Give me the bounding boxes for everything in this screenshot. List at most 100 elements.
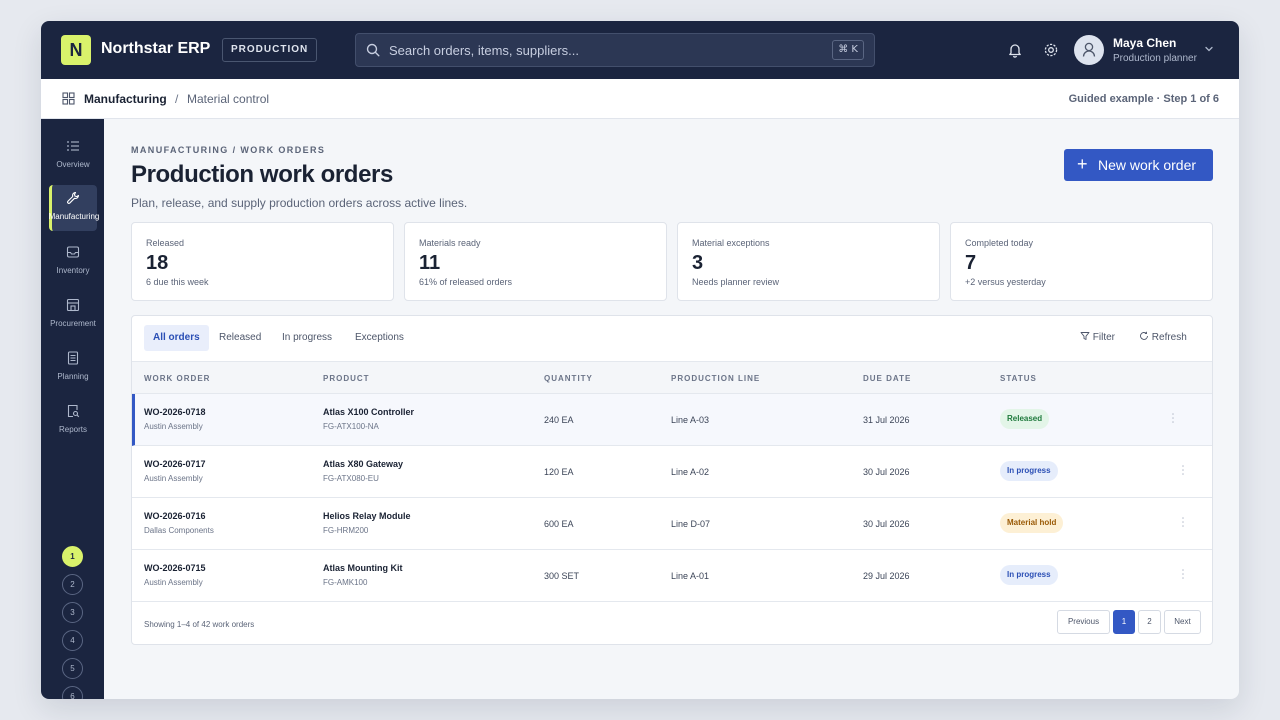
global-search[interactable]: ⌘ K xyxy=(355,33,875,67)
nav-label: Planning xyxy=(57,372,89,381)
nav-item-reports[interactable]: Reports xyxy=(49,398,97,444)
filter-label: Filter xyxy=(1092,332,1116,343)
quantity: 120 EA xyxy=(544,467,574,477)
work-orders-panel: All orders Released In progress Exceptio… xyxy=(131,315,1213,645)
breadcrumb-manufacturing[interactable]: Manufacturing xyxy=(84,92,167,106)
product-name: Helios Relay Module xyxy=(323,511,411,521)
filter-button[interactable]: Filter xyxy=(1080,331,1115,343)
quantity: 600 EA xyxy=(544,519,574,529)
nav-item-overview[interactable]: Overview xyxy=(49,133,97,179)
stat-value: 18 xyxy=(146,252,169,274)
app-title: Northstar ERP xyxy=(101,40,211,57)
guide-step-3[interactable]: 3 xyxy=(62,602,83,623)
search-icon xyxy=(366,43,380,57)
column-header-quantity[interactable]: QUANTITY xyxy=(544,374,593,383)
table-row[interactable]: WO-2026-0715 Austin Assembly Atlas Mount… xyxy=(132,550,1212,602)
table-row[interactable]: WO-2026-0717 Austin Assembly Atlas X80 G… xyxy=(132,446,1212,498)
status-badge: Material hold xyxy=(1000,513,1064,533)
production-line: Line A-02 xyxy=(671,467,710,477)
document-icon xyxy=(67,351,79,365)
stat-note: Needs planner review xyxy=(692,277,780,287)
guide-step-2[interactable]: 2 xyxy=(62,574,83,595)
gear-icon[interactable] xyxy=(1043,42,1059,58)
stat-label: Completed today xyxy=(965,238,1034,248)
column-header-work-order[interactable]: WORK ORDER xyxy=(144,374,211,383)
product-name: Atlas X80 Gateway xyxy=(323,459,404,469)
app-logo[interactable]: N xyxy=(61,35,91,65)
product-sku: FG-AMK100 xyxy=(323,578,368,587)
nav-item-manufacturing[interactable]: Manufacturing xyxy=(49,185,99,231)
product-name: Atlas Mounting Kit xyxy=(323,563,403,573)
status-badge: In progress xyxy=(1000,461,1058,481)
column-header-product[interactable]: PRODUCT xyxy=(323,374,370,383)
product-name: Atlas X100 Controller xyxy=(323,407,415,417)
filter-icon xyxy=(1080,332,1090,340)
list-icon xyxy=(67,141,79,151)
guide-step-4[interactable]: 4 xyxy=(62,630,83,651)
due-date: 29 Jul 2026 xyxy=(863,571,910,581)
search-shortcut-hint: ⌘ K xyxy=(832,40,864,60)
more-options-icon[interactable] xyxy=(1170,411,1176,425)
column-header-due-date[interactable]: DUE DATE xyxy=(863,374,912,383)
bell-icon[interactable] xyxy=(1007,42,1023,58)
work-order-site: Austin Assembly xyxy=(144,474,203,483)
more-options-icon[interactable] xyxy=(1180,463,1186,477)
environment-badge: PRODUCTION xyxy=(222,38,318,62)
search-input[interactable] xyxy=(389,34,819,66)
table-row[interactable]: WO-2026-0716 Dallas Components Helios Re… xyxy=(132,498,1212,550)
work-order-id[interactable]: WO-2026-0715 xyxy=(144,563,206,573)
tab-exceptions[interactable]: Exceptions xyxy=(355,332,404,343)
tab-released[interactable]: Released xyxy=(219,332,262,343)
previous-page-button[interactable]: Previous xyxy=(1057,610,1110,634)
table-row[interactable]: WO-2026-0718 Austin Assembly Atlas X100 … xyxy=(132,394,1212,446)
stat-value: 11 xyxy=(419,252,441,274)
refresh-label: Refresh xyxy=(1151,332,1187,343)
chevron-down-icon[interactable] xyxy=(1204,44,1214,54)
table-header: WORK ORDER PRODUCT QUANTITY PRODUCTION L… xyxy=(132,361,1212,394)
guide-step-6[interactable]: 6 xyxy=(62,686,83,699)
product-sku: FG-HRM200 xyxy=(323,526,369,535)
tab-in-progress[interactable]: In progress xyxy=(282,332,333,343)
pagination-summary: Showing 1–4 of 42 work orders xyxy=(144,620,255,629)
next-page-button[interactable]: Next xyxy=(1164,610,1201,634)
stat-value: 3 xyxy=(692,252,704,274)
guide-step-1[interactable]: 1 xyxy=(62,546,83,567)
more-options-icon[interactable] xyxy=(1180,567,1186,581)
main-content: MANUFACTURING / WORK ORDERS Production w… xyxy=(104,119,1239,699)
nav-item-planning[interactable]: Planning xyxy=(49,345,97,391)
user-name: Maya Chen xyxy=(1113,36,1177,50)
user-avatar[interactable] xyxy=(1074,35,1104,65)
grid-icon xyxy=(62,92,75,105)
nav-item-procurement[interactable]: Procurement xyxy=(49,292,97,338)
guided-step-indicator: Guided example · Step 1 of 6 xyxy=(1068,93,1219,105)
refresh-button[interactable]: Refresh xyxy=(1139,331,1187,343)
work-order-id[interactable]: WO-2026-0716 xyxy=(144,511,206,521)
new-work-order-label: New work order xyxy=(1098,157,1197,173)
page-2-button[interactable]: 2 xyxy=(1138,610,1161,634)
inbox-icon xyxy=(66,246,80,258)
new-work-order-button[interactable]: + New work order xyxy=(1064,149,1213,181)
nav-item-inventory[interactable]: Inventory xyxy=(49,239,97,285)
stat-card-released: Released 18 6 due this week xyxy=(131,222,394,301)
more-options-icon[interactable] xyxy=(1180,515,1186,529)
column-header-status[interactable]: STATUS xyxy=(1000,374,1037,383)
page-1-button[interactable]: 1 xyxy=(1113,610,1135,634)
tab-all-orders[interactable]: All orders xyxy=(144,325,209,351)
nav-label: Manufacturing xyxy=(48,212,100,221)
due-date: 30 Jul 2026 xyxy=(863,519,910,529)
production-line: Line D-07 xyxy=(671,519,711,529)
work-order-site: Dallas Components xyxy=(144,526,214,535)
store-icon xyxy=(66,298,80,312)
work-order-id[interactable]: WO-2026-0717 xyxy=(144,459,206,469)
quantity: 240 EA xyxy=(544,415,574,425)
work-order-id[interactable]: WO-2026-0718 xyxy=(144,407,206,417)
breadcrumb-separator: / xyxy=(175,92,179,106)
stat-note: 6 due this week xyxy=(146,277,209,287)
stat-card-material-exceptions: Material exceptions 3 Needs planner revi… xyxy=(677,222,940,301)
guide-step-5[interactable]: 5 xyxy=(62,658,83,679)
stat-label: Released xyxy=(146,238,185,248)
work-order-site: Austin Assembly xyxy=(144,422,203,431)
work-order-site: Austin Assembly xyxy=(144,578,203,587)
column-header-production-line[interactable]: PRODUCTION LINE xyxy=(671,374,761,383)
plus-icon: + xyxy=(1077,154,1088,174)
